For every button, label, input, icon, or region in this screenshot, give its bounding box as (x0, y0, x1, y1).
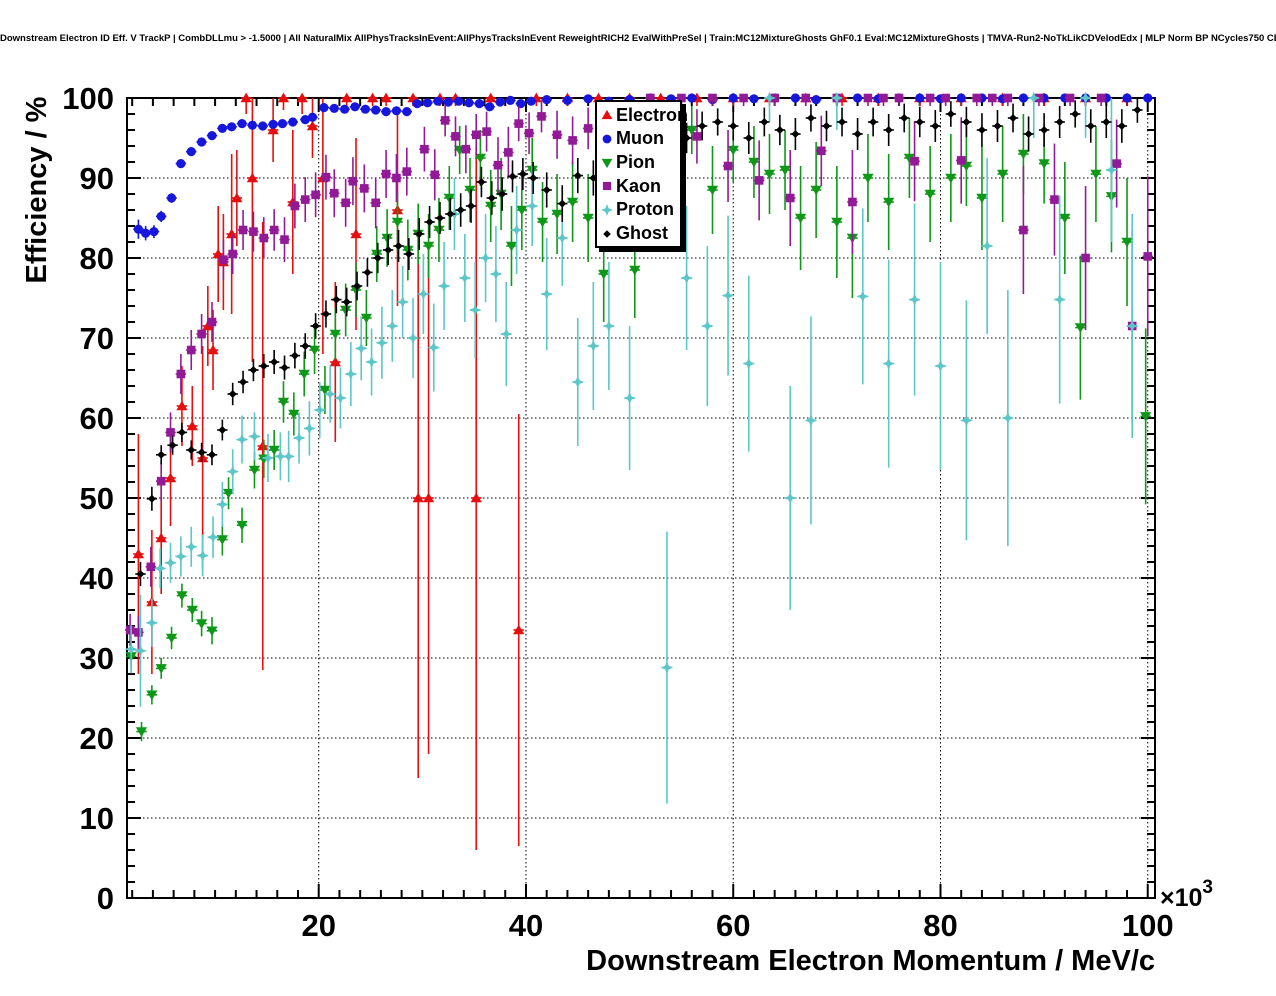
ghost-diamond-marker-icon (599, 225, 616, 242)
pion-triangle-down-marker-icon (599, 154, 616, 171)
svg-text:0: 0 (97, 881, 114, 916)
svg-text:60: 60 (80, 401, 114, 436)
svg-text:100: 100 (62, 81, 114, 116)
legend-item-ghost: Ghost (599, 222, 680, 245)
svg-text:30: 30 (80, 641, 114, 676)
legend-label: Proton (616, 199, 674, 220)
svg-text:40: 40 (509, 908, 543, 943)
svg-text:Downstream Electron Momentum /: Downstream Electron Momentum / MeV/c (586, 945, 1155, 977)
legend-label: Electron (616, 104, 689, 125)
legend-item-muon: Muon (599, 127, 680, 150)
svg-text:60: 60 (716, 908, 750, 943)
svg-text:90: 90 (80, 161, 114, 196)
svg-text:70: 70 (80, 321, 114, 356)
svg-text:×103: ×103 (1160, 877, 1213, 912)
svg-text:50: 50 (80, 481, 114, 516)
proton-star-marker-icon (599, 201, 616, 218)
legend-label: Muon (616, 128, 664, 149)
svg-text:20: 20 (80, 721, 114, 756)
legend-label: Kaon (616, 175, 661, 196)
svg-text:10: 10 (80, 801, 114, 836)
svg-text:40: 40 (80, 561, 114, 596)
svg-text:100: 100 (1122, 908, 1174, 943)
svg-text:Efficiency / %: Efficiency / % (21, 96, 53, 283)
legend-label: Ghost (616, 223, 668, 244)
svg-text:80: 80 (923, 908, 957, 943)
legend-item-electron: Electron (599, 103, 688, 126)
legend-item-kaon: Kaon (599, 174, 680, 197)
plot-title: Downstream Electron ID Eff. V TrackP | C… (0, 33, 1276, 44)
electron-triangle-marker-icon (599, 106, 616, 123)
legend: Electron Muon Pion Kaon Proton Ghost (595, 100, 688, 248)
legend-item-proton: Proton (599, 198, 680, 221)
svg-text:80: 80 (80, 241, 114, 276)
legend-label: Pion (616, 152, 655, 173)
muon-circle-marker-icon (599, 130, 616, 147)
legend-item-pion: Pion (599, 151, 680, 174)
kaon-square-marker-icon (599, 177, 616, 194)
svg-text:20: 20 (301, 908, 335, 943)
